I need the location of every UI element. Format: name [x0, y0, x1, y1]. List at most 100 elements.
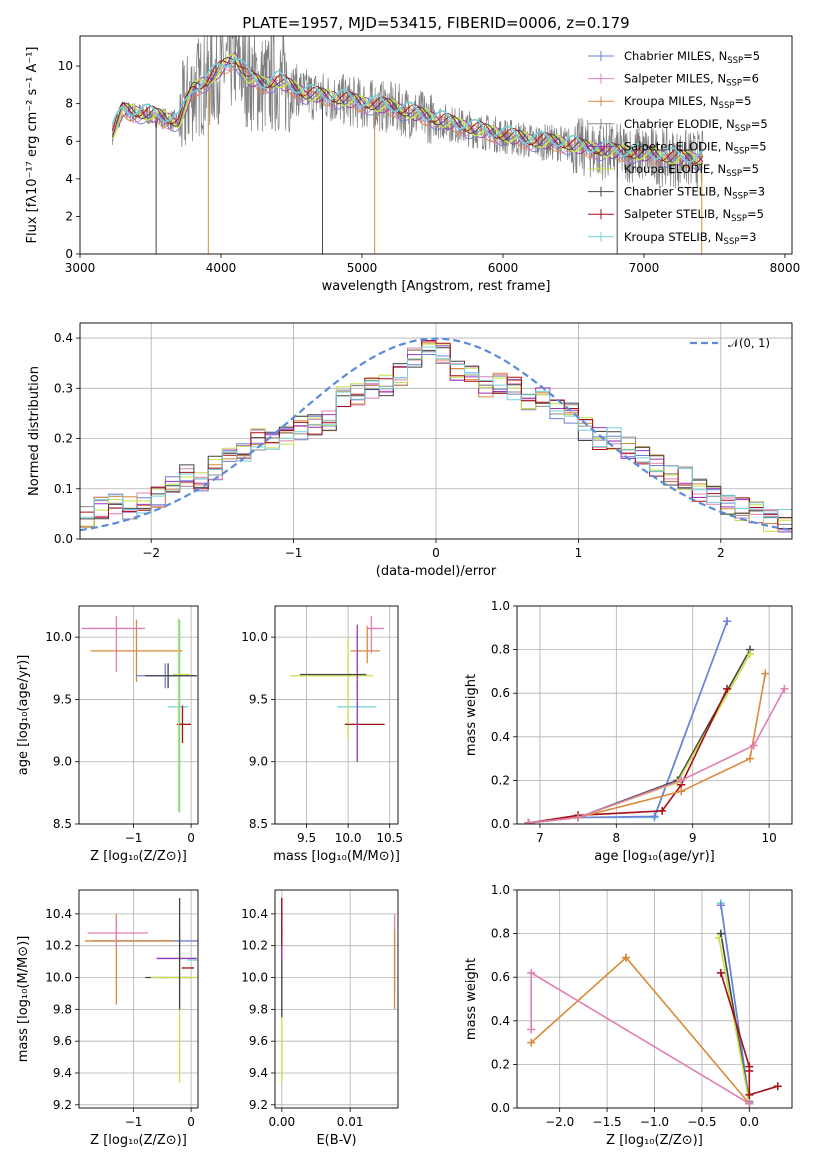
y-tick-label: 10 — [58, 59, 73, 73]
series-marker — [780, 684, 789, 693]
legend-label: Salpeter STELIB, NSSP=5 — [624, 207, 764, 224]
plot-area — [524, 617, 789, 824]
y-tick-label: 9.4 — [53, 1066, 72, 1080]
x-axis-label: Z [log₁₀(Z/Z⊙)] — [606, 1133, 703, 1148]
plot-area — [281, 897, 396, 1083]
series-marker — [658, 806, 667, 815]
x-axis-label: age [log₁₀(age/yr)] — [594, 849, 715, 864]
legend-suffix: =3 — [748, 185, 765, 199]
y-tick-label: 0.8 — [491, 643, 510, 657]
y-tick-label: 10.4 — [45, 907, 72, 921]
y-tick-label: 0.2 — [54, 432, 73, 446]
x-tick-label: 10.5 — [376, 831, 403, 845]
scatter-point — [366, 650, 369, 652]
series-marker — [745, 1090, 754, 1099]
scatter-point — [178, 706, 181, 708]
x-axis-label: Z [log₁₀(Z/Z⊙)] — [90, 1133, 187, 1148]
scatter-point — [135, 650, 138, 652]
x-tick-label: 0 — [187, 1115, 195, 1129]
series-marker — [716, 929, 725, 938]
legend-label: Kroupa ELODIE, NSSP=5 — [624, 162, 759, 179]
series-line — [528, 621, 728, 824]
scatter-point — [187, 959, 190, 961]
scatter-point — [177, 673, 180, 676]
x-tick-label: 9 — [689, 831, 697, 845]
legend-label: Chabrier MILES, NSSP=5 — [624, 49, 760, 66]
scatter-point — [356, 686, 359, 688]
legend-suffix: =6 — [742, 72, 759, 86]
y-tick-label: 9.2 — [53, 1098, 72, 1112]
axes-frame — [516, 605, 793, 825]
legend-sub: SSP — [726, 169, 742, 179]
legend-name: Kroupa STELIB, N — [624, 230, 724, 244]
x-tick-label: 9.5 — [297, 831, 316, 845]
plot-area — [80, 337, 792, 533]
legend-name: Chabrier ELODIE, N — [624, 117, 735, 131]
legend-sub: SSP — [719, 101, 735, 111]
y-tick-label: 9.5 — [53, 692, 72, 706]
scatter-point — [370, 627, 373, 630]
series-marker — [527, 1025, 536, 1034]
legend-sub: SSP — [732, 192, 748, 202]
scatter-point — [348, 673, 351, 676]
x-tick-label: −1 — [125, 831, 143, 845]
y-tick-label: 0.6 — [491, 970, 510, 984]
series-marker — [677, 787, 686, 796]
x-tick-label: 7 — [536, 831, 544, 845]
y-tick-label: 0.4 — [54, 331, 73, 345]
y-tick-label: 6 — [65, 134, 73, 148]
x-tick-label: 8000 — [770, 261, 801, 275]
series-marker — [622, 953, 631, 962]
x-tick-label: 10.0 — [335, 831, 362, 845]
y-tick-label: 1.0 — [491, 883, 510, 897]
model-line — [111, 53, 704, 167]
x-tick-label: −1.5 — [593, 1115, 622, 1129]
series-marker — [745, 649, 754, 658]
x-tick-label: 7000 — [629, 261, 660, 275]
y-tick-label: 8 — [65, 97, 73, 111]
series-marker — [524, 818, 533, 824]
x-tick-label: 0 — [187, 831, 195, 845]
x-axis-label: wavelength [Angstrom, rest frame] — [322, 279, 551, 294]
series-marker — [716, 901, 725, 910]
series-line — [528, 653, 751, 824]
legend-label: Chabrier ELODIE, NSSP=5 — [624, 117, 768, 134]
y-tick-label: 0.6 — [491, 686, 510, 700]
x-tick-label: −2 — [142, 546, 160, 560]
y-tick-label: 9.4 — [249, 1066, 268, 1080]
y-tick-label: 0.2 — [491, 773, 510, 787]
x-tick-label: 2 — [717, 546, 725, 560]
scatter-point — [281, 928, 283, 931]
series-marker — [773, 1082, 782, 1091]
series-marker — [650, 812, 659, 821]
scatter-point — [181, 723, 184, 726]
legend-label: Chabrier STELIB, NSSP=3 — [624, 185, 765, 202]
histogram-line — [80, 343, 792, 532]
y-tick-label: 9.2 — [249, 1098, 268, 1112]
y-tick-label: 0.1 — [54, 482, 73, 496]
model-line — [111, 60, 704, 164]
y-tick-label: 9.0 — [53, 755, 72, 769]
x-tick-label: −1 — [285, 546, 303, 560]
series-marker — [574, 813, 583, 822]
model-line — [111, 57, 704, 163]
x-axis-label: mass [log₁₀(M/M⊙)] — [273, 849, 400, 864]
y-tick-label: 10.4 — [241, 907, 268, 921]
x-tick-label: 0.01 — [337, 1115, 364, 1129]
chart-title: PLATE=1957, MJD=53415, FIBERID=0006, z=0… — [242, 14, 629, 32]
y-tick-label: 2 — [65, 209, 73, 223]
y-tick-label: 0.2 — [491, 1057, 510, 1071]
x-tick-label: 4000 — [206, 261, 237, 275]
x-axis-label: (data-model)/error — [376, 564, 497, 579]
x-axis-label: Z [log₁₀(Z/Z⊙)] — [90, 849, 187, 864]
y-tick-label: 0.0 — [491, 817, 510, 831]
scatter-point — [167, 674, 169, 677]
y-axis-label: Flux [fλ10⁻¹⁷ erg cm⁻² s⁻¹ A⁻¹] — [25, 47, 40, 244]
legend-label: 𝒩(0, 1) — [728, 336, 770, 350]
series-line — [528, 621, 728, 824]
model-line — [111, 67, 704, 170]
legend-label: Salpeter MILES, NSSP=6 — [624, 72, 759, 89]
panel-residuals: −2 −1 0 1 2 0.0 0.1 0.2 0.3 0.4 (data-model)/error… — [27, 322, 793, 579]
legend-name: Chabrier MILES, N — [624, 49, 727, 63]
